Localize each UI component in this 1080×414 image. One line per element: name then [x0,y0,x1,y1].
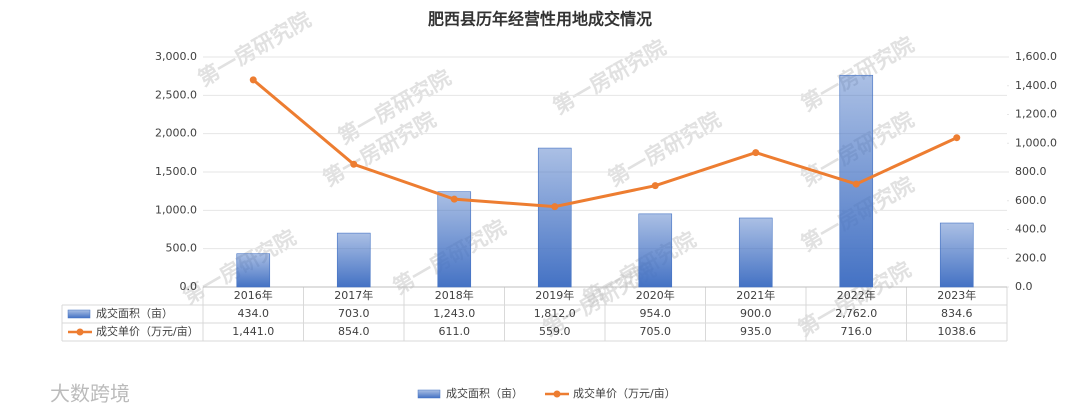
table-cell: 559.0 [539,325,571,338]
legend-symbol [417,389,441,399]
table-cell: 1,812.0 [534,307,576,320]
bar [939,222,974,288]
x-tick-label: 2019年 [535,288,574,302]
table-row-label: 成交面积（亩） [96,306,173,320]
y2-tick-label: 400.0 [1015,223,1047,236]
line-marker [852,180,860,188]
bar [236,253,271,288]
line-marker [551,203,559,211]
x-tick-label: 2018年 [435,288,474,302]
y2-tick-label: 1,400.0 [1015,79,1057,92]
table-cell: 611.0 [439,325,471,338]
bar [336,232,371,288]
table-cell: 1,441.0 [232,325,274,338]
line-marker [651,182,659,190]
y2-tick-label: 0.0 [1015,280,1033,293]
table-cell: 834.6 [941,307,973,320]
legend-symbol [76,328,84,336]
y-tick-label: 500.0 [166,242,198,255]
y2-tick-label: 1,600.0 [1015,50,1057,63]
x-tick-label: 2023年 [937,288,976,302]
legend-symbol [67,309,91,319]
table-cell: 854.0 [338,325,370,338]
line-marker [249,76,257,84]
line [252,78,958,209]
logo-text: 大数跨境 [50,382,130,406]
watermark: 第一房研究院 [604,107,725,191]
table-cell: 935.0 [740,325,772,338]
line-marker [953,134,961,142]
table-cell: 1038.6 [938,325,977,338]
watermark: 第一房研究院 [549,35,670,119]
y-tick-label: 3,000.0 [155,50,197,63]
chart-title: 肥西县历年经营性用地成交情况 [428,10,652,29]
table-cell: 703.0 [338,307,370,320]
legend-symbol [553,390,561,398]
y-tick-label: 1,000.0 [155,203,197,216]
table-cell: 2,762.0 [835,307,877,320]
table-cell: 705.0 [640,325,672,338]
x-tick-label: 2016年 [234,288,273,302]
y-tick-label: 2,000.0 [155,127,197,140]
y2-tick-label: 200.0 [1015,251,1047,264]
table-cell: 1,243.0 [433,307,475,320]
line-marker [450,195,458,203]
y2-tick-label: 800.0 [1015,165,1047,178]
line-marker [350,160,358,168]
table-row-label: 成交单价（万元/亩） [96,324,199,338]
line-marker [752,149,760,157]
y-tick-label: 1,500.0 [155,165,197,178]
table-cell: 900.0 [740,307,772,320]
bar [638,213,673,288]
x-tick-label: 2022年 [837,288,876,302]
legend-label: 成交单价（万元/亩） [573,386,676,400]
table-cell: 954.0 [640,307,672,320]
bar [537,147,572,288]
y-tick-label: 2,500.0 [155,88,197,101]
y-tick-label: 0.0 [180,280,198,293]
legend-label: 成交面积（亩） [446,386,523,400]
bar [437,191,472,288]
y2-tick-label: 1,000.0 [1015,136,1057,149]
table-cell: 434.0 [238,307,270,320]
y2-tick-label: 1,200.0 [1015,108,1057,121]
x-tick-label: 2021年 [736,288,775,302]
y2-tick-label: 600.0 [1015,194,1047,207]
table-cell: 716.0 [841,325,873,338]
x-tick-label: 2017年 [334,288,373,302]
bar [738,217,773,288]
x-tick-label: 2020年 [636,288,675,302]
